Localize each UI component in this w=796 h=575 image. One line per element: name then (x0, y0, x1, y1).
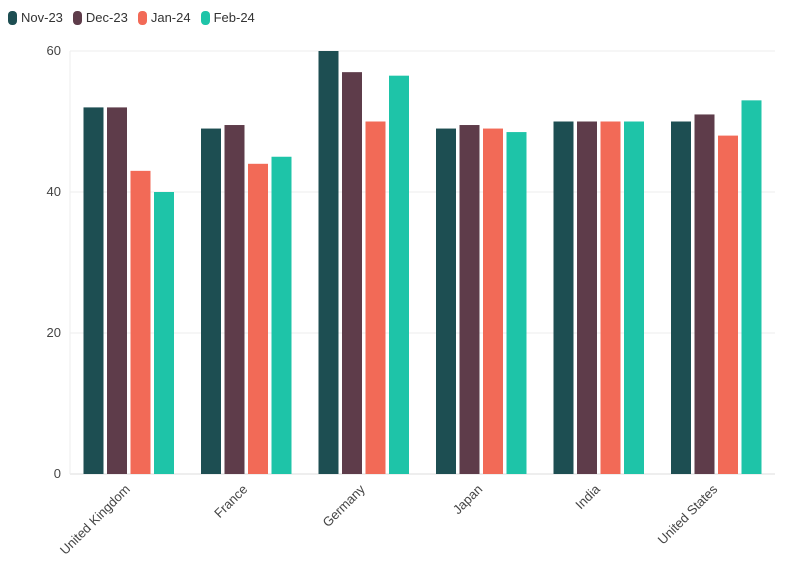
legend-label-jan-24: Jan-24 (150, 10, 191, 25)
legend-label-feb-24: Feb-24 (213, 10, 255, 25)
bar-feb-24-france[interactable] (271, 156, 292, 474)
y-tick-label-60: 60 (47, 43, 61, 58)
legend-swatch-nov-23 (8, 10, 17, 25)
y-tick-label-40: 40 (47, 184, 61, 199)
bar-jan-24-germany[interactable] (365, 121, 386, 475)
x-tick-label-france: France (211, 482, 250, 521)
legend-swatch-dec-23 (72, 10, 82, 25)
legend-swatch-feb-24 (200, 10, 210, 25)
bar-jan-24-india[interactable] (600, 121, 621, 475)
bar-dec-23-united-kingdom[interactable] (107, 107, 127, 475)
legend-item-jan-24[interactable]: Jan-24 (137, 10, 191, 25)
legend-label-nov-23: Nov-23 (21, 10, 63, 25)
bar-nov-23-india[interactable] (553, 121, 574, 475)
legend-swatch-jan-24 (137, 10, 147, 25)
legend-item-nov-23[interactable]: Nov-23 (8, 10, 63, 25)
y-tick-label-0: 0 (54, 466, 61, 481)
bar-jan-24-united-states[interactable] (718, 135, 738, 474)
bar-feb-24-united-states[interactable] (741, 100, 762, 474)
legend-item-feb-24[interactable]: Feb-24 (200, 10, 255, 25)
bar-nov-23-germany[interactable] (318, 51, 339, 474)
bar-feb-24-japan[interactable] (506, 132, 527, 474)
x-tick-label-united-kingdom: United Kingdom (57, 482, 133, 558)
bar-nov-23-france[interactable] (201, 128, 221, 475)
bar-jan-24-japan[interactable] (483, 128, 503, 475)
legend-item-dec-23[interactable]: Dec-23 (72, 10, 128, 25)
legend-label-dec-23: Dec-23 (85, 10, 128, 25)
bar-dec-23-united-states[interactable] (694, 114, 715, 474)
bar-feb-24-germany[interactable] (389, 75, 409, 475)
bar-jan-24-united-kingdom[interactable] (130, 170, 151, 474)
x-tick-label-japan: Japan (450, 482, 486, 518)
bar-dec-23-india[interactable] (577, 121, 597, 475)
x-tick-label-germany: Germany (319, 481, 368, 530)
x-tick-label-united-states: United States (655, 481, 721, 547)
bar-dec-23-japan[interactable] (459, 125, 480, 475)
bar-dec-23-germany[interactable] (342, 72, 362, 475)
bar-feb-24-united-kingdom[interactable] (154, 192, 174, 474)
legend: Nov-23 Dec-23 Jan-24 Feb-24 (8, 10, 255, 25)
bar-nov-23-united-kingdom[interactable] (83, 107, 104, 475)
bar-nov-23-united-states[interactable] (671, 121, 691, 475)
bar-dec-23-france[interactable] (224, 125, 245, 475)
x-tick-label-india: India (572, 481, 603, 512)
bar-jan-24-france[interactable] (248, 163, 268, 475)
bar-nov-23-japan[interactable] (436, 128, 456, 475)
y-tick-label-20: 20 (47, 325, 61, 340)
bar-feb-24-india[interactable] (624, 121, 644, 475)
